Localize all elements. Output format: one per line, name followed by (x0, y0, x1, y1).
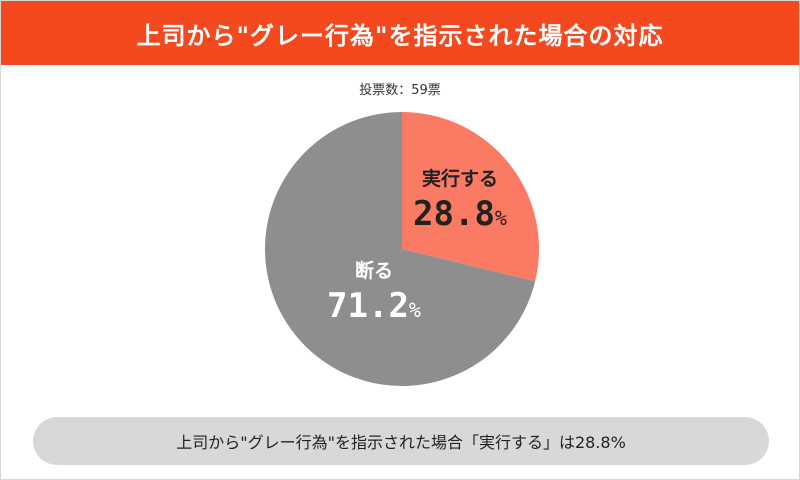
slice-value-execute: 28.8% (413, 194, 507, 234)
slice-label-refuse: 断る (355, 259, 393, 282)
vote-count: 投票数：59票 (359, 83, 441, 98)
summary-caption-bar: 上司から"グレー行為"を指示された場合「実行する」は28.8% (33, 417, 769, 465)
chart-title: 上司から"グレー行為"を指示された場合の対応 (136, 21, 664, 50)
pie-chart: 実行する 28.8% 断る 71.2% (1, 1, 799, 401)
summary-caption: 上司から"グレー行為"を指示された場合「実行する」は28.8% (176, 433, 626, 452)
pie-slice-execute (402, 112, 539, 282)
title-bar: 上司から"グレー行為"を指示された場合の対応 (1, 1, 799, 65)
pie-slice-refuse (264, 112, 536, 386)
pie-chart-svg: 実行する 28.8% 断る 71.2% (264, 112, 539, 386)
slice-value-refuse: 71.2% (327, 286, 421, 326)
slice-label-execute: 実行する (422, 167, 498, 190)
